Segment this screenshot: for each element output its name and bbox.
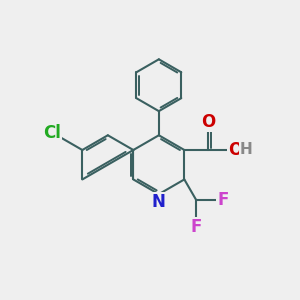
- Text: O: O: [228, 141, 242, 159]
- Text: N: N: [152, 193, 166, 211]
- Text: Cl: Cl: [44, 124, 62, 142]
- Text: F: F: [217, 191, 229, 209]
- Text: F: F: [191, 218, 202, 236]
- Text: H: H: [240, 142, 253, 158]
- Text: O: O: [201, 113, 216, 131]
